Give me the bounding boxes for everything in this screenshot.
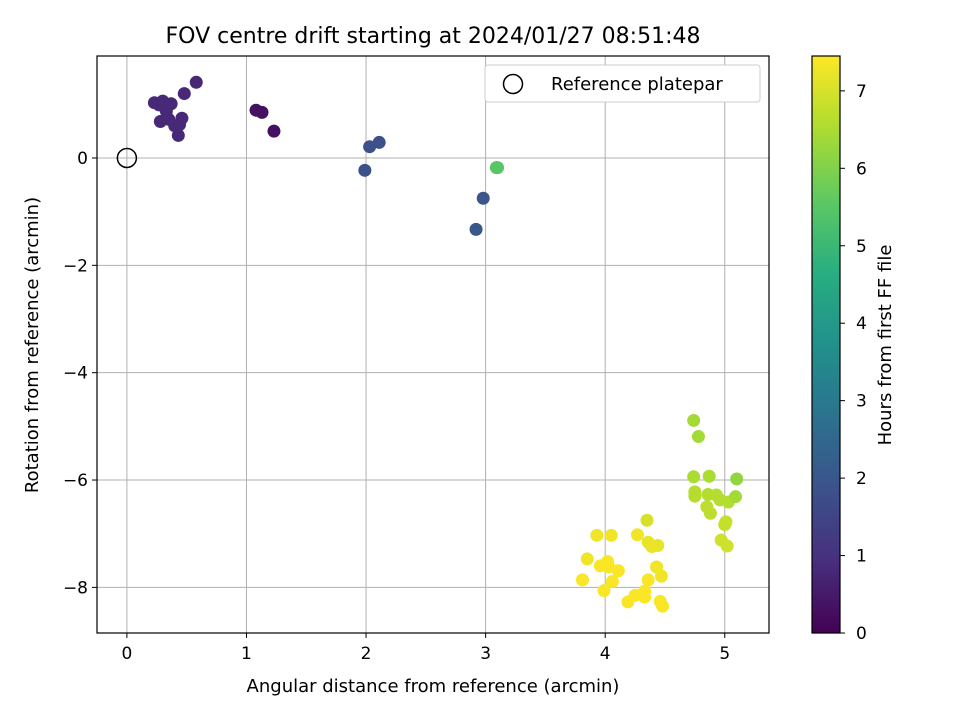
scatter-point xyxy=(720,539,734,553)
scatter-point xyxy=(691,430,705,444)
y-tick-label: −8 xyxy=(63,578,88,598)
scatter-point xyxy=(575,573,589,587)
scatter-point xyxy=(267,124,281,138)
scatter-point xyxy=(605,574,619,588)
legend: Reference platepar xyxy=(484,64,761,103)
scatter-point xyxy=(597,584,611,598)
scatter-point xyxy=(688,489,702,503)
y-tick-label: 0 xyxy=(77,149,88,169)
y-tick-label: −4 xyxy=(63,364,88,384)
colorbar-tick-label: 3 xyxy=(856,392,867,412)
colorbar-tick-label: 5 xyxy=(856,237,867,257)
x-tick-label: 0 xyxy=(121,644,132,664)
scatter-point xyxy=(175,111,189,125)
x-tick-label: 1 xyxy=(241,644,252,664)
scatter-point xyxy=(718,518,732,532)
scatter-point xyxy=(687,470,701,484)
y-axis-ticks: 0 −2 −4 −6 −8 xyxy=(63,149,97,598)
colorbar-tick-label: 0 xyxy=(856,624,867,644)
legend-label: Reference platepar xyxy=(551,74,723,95)
scatter-point xyxy=(171,128,185,142)
scatter-point xyxy=(611,564,625,578)
data-points xyxy=(147,75,744,613)
x-axis-label: Angular distance from reference (arcmin) xyxy=(247,676,620,697)
scatter-point xyxy=(580,552,594,566)
grid-lines xyxy=(97,56,769,633)
scatter-point xyxy=(651,539,665,553)
colorbar: 0 1 2 3 4 5 6 7 Hours from first FF file xyxy=(811,55,896,644)
colorbar-tick-label: 6 xyxy=(856,159,867,179)
scatter-point xyxy=(638,590,652,604)
scatter-point xyxy=(729,490,743,504)
reference-platepar-point xyxy=(116,147,138,169)
scatter-point xyxy=(469,222,483,236)
scatter-point xyxy=(654,569,668,583)
scatter-point xyxy=(640,513,654,527)
scatter-point xyxy=(703,506,717,520)
scatter-point xyxy=(730,472,744,486)
y-tick-label: −2 xyxy=(63,256,88,276)
scatter-point xyxy=(491,161,505,175)
scatter-point xyxy=(604,528,618,542)
scatter-point xyxy=(358,163,372,177)
scatter-point xyxy=(621,595,635,609)
x-tick-label: 5 xyxy=(719,644,730,664)
scatter-point xyxy=(476,191,490,205)
colorbar-tick-label: 4 xyxy=(856,314,867,334)
scatter-point xyxy=(590,528,604,542)
plot-area-frame xyxy=(96,55,770,634)
x-axis-ticks: 0 1 2 3 4 5 xyxy=(121,633,730,664)
reference-marker xyxy=(116,147,138,169)
scatter-point xyxy=(255,105,269,119)
y-axis-label: Rotation from reference (arcmin) xyxy=(22,197,43,493)
colorbar-tick-label: 2 xyxy=(856,469,867,489)
colorbar-gradient xyxy=(811,55,841,634)
y-tick-label: −6 xyxy=(63,471,88,491)
x-tick-label: 3 xyxy=(480,644,491,664)
colorbar-tick-label: 1 xyxy=(856,547,867,567)
colorbar-tick-label: 7 xyxy=(856,82,867,102)
scatter-point xyxy=(702,469,716,483)
legend-marker-icon xyxy=(502,73,524,95)
scatter-point xyxy=(177,87,191,101)
x-tick-label: 4 xyxy=(600,644,611,664)
scatter-point xyxy=(656,599,670,613)
legend-box xyxy=(484,64,761,103)
scatter-point xyxy=(630,528,644,542)
x-tick-label: 2 xyxy=(361,644,372,664)
scatter-point xyxy=(164,97,178,111)
scatter-point xyxy=(641,573,655,587)
scatter-point xyxy=(372,135,386,149)
colorbar-label: Hours from first FF file xyxy=(875,245,896,446)
scatter-point xyxy=(189,75,203,89)
chart-title: FOV centre drift starting at 2024/01/27 … xyxy=(166,24,701,49)
colorbar-ticks: 0 1 2 3 4 5 6 7 xyxy=(840,82,867,644)
scatter-point xyxy=(687,413,701,427)
